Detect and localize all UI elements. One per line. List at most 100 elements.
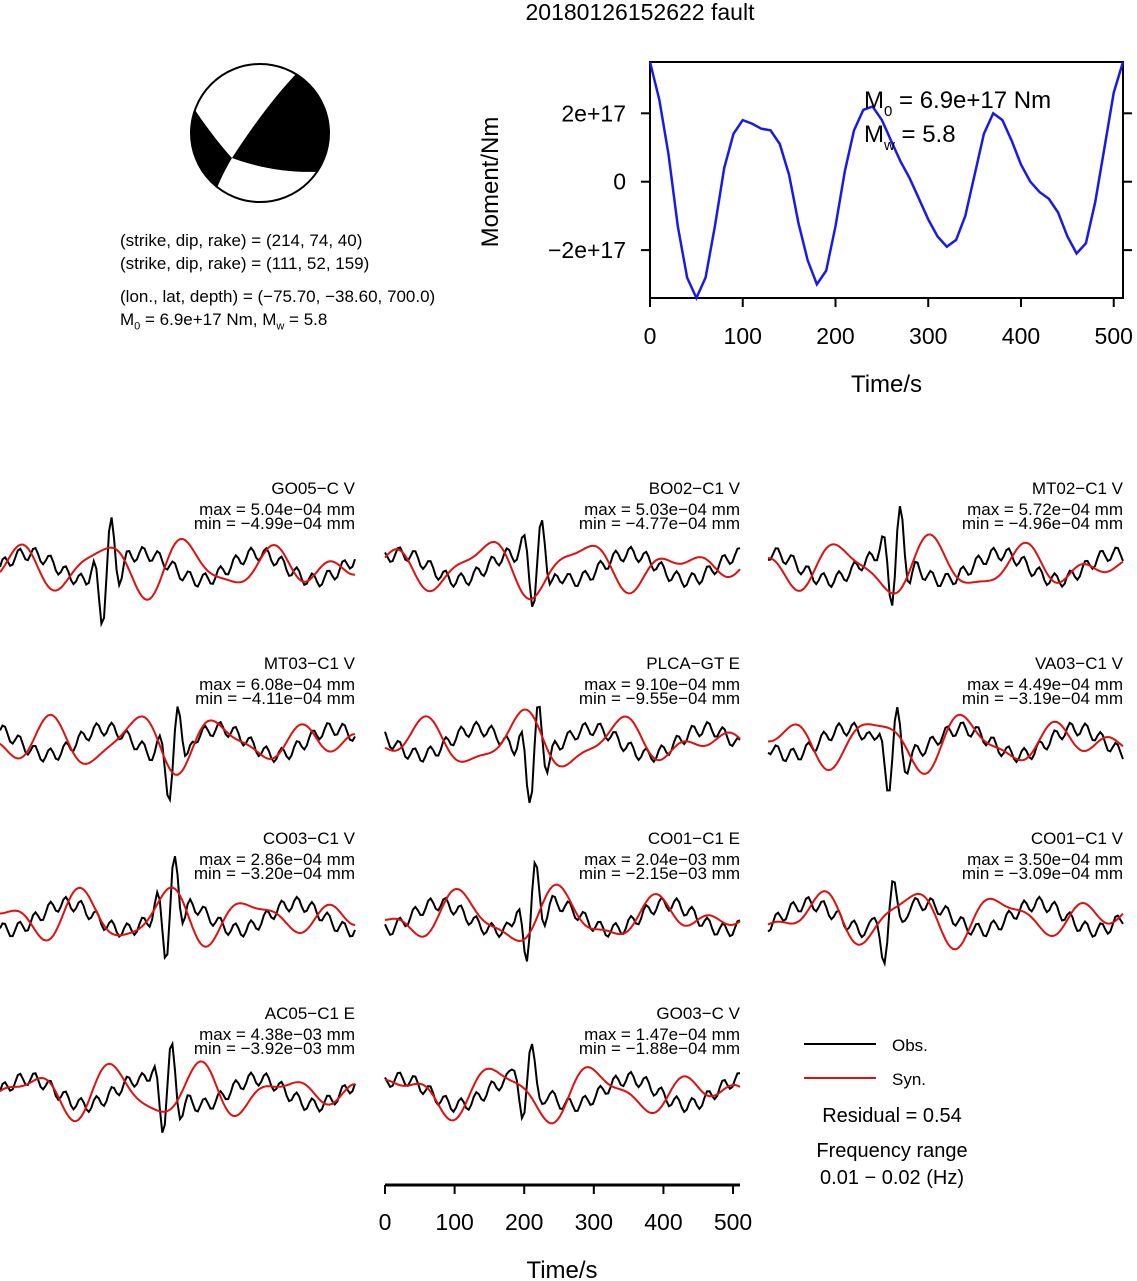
synthetic-trace (0, 537, 356, 601)
station-name: BO02−C1 V (649, 479, 741, 498)
observed-trace (384, 520, 741, 608)
synthetic-trace (0, 1060, 356, 1123)
stf-m0-annotation-subscript: 0 (884, 103, 892, 120)
stf-mw-annotation: Mw = 5.8 (864, 121, 956, 154)
station-max: max = 5.04e−04 mm (199, 500, 355, 519)
x-tick-label: 300 (909, 323, 947, 349)
synthetic-trace (384, 1066, 741, 1125)
station-max: max = 5.03e−04 mm (584, 500, 740, 519)
station-min: min = −4.96e−04 mm (962, 514, 1123, 533)
synthetic-trace (384, 540, 741, 601)
moment-rate-line (648, 61, 1125, 302)
station-name: CO01−C1 E (648, 829, 740, 848)
station-name: AC05−C1 E (265, 1004, 355, 1023)
station-max: max = 5.72e−04 mm (967, 500, 1123, 519)
time-tick-label: 400 (644, 1209, 682, 1235)
station-min: min = −4.77e−04 mm (579, 514, 740, 533)
station-name: CO03−C1 V (263, 829, 356, 848)
frequency-range-title: Frequency range (816, 1140, 967, 1162)
time-tick-label: 500 (714, 1209, 752, 1235)
station-name: GO05−C V (271, 479, 355, 498)
x-tick-label: 0 (644, 323, 657, 349)
time-tick-label: 100 (435, 1209, 473, 1235)
synthetic-trace (0, 713, 356, 776)
x-tick-label: 400 (1002, 323, 1040, 349)
stf-mw-annotation-subscript: w (883, 137, 895, 154)
stf-m0-annotation: M0 = 6.9e+17 Nm (864, 87, 1051, 120)
observed-trace (384, 705, 741, 804)
station-name: PLCA−GT E (646, 654, 740, 673)
synthetic-trace (767, 713, 1124, 775)
station-max: max = 4.38e−03 mm (199, 1025, 355, 1044)
station-max: max = 2.86e−04 mm (199, 850, 355, 869)
station-max: max = 4.49e−04 mm (967, 675, 1123, 694)
y-tick-label: 0 (613, 169, 626, 195)
station-min: min = −3.92e−03 mm (194, 1039, 355, 1058)
observed-trace (767, 707, 1124, 792)
station-min: min = −9.55e−04 mm (579, 689, 740, 708)
x-tick-label: 100 (724, 323, 762, 349)
observed-trace (767, 506, 1124, 606)
y-tick-label: −2e+17 (548, 237, 626, 263)
time-axis-label: Time/s (526, 1257, 597, 1281)
residual-text: Residual = 0.54 (822, 1105, 962, 1127)
stf-m0-annotation-symbol: M (864, 87, 884, 114)
x-tick-label: 200 (816, 323, 854, 349)
legend-label: Syn. (892, 1070, 926, 1089)
waveform-time-axis: 0 100 200 300 400 500 Time/s (379, 1183, 752, 1281)
station-min: min = −4.99e−04 mm (194, 514, 355, 533)
station-max: max = 2.04e−03 mm (584, 850, 740, 869)
moment-rate-plot: 0 100 200 300 400 500 2e+17 0 −2e+17 Time/s Moment… (477, 61, 1133, 398)
station-min: min = −3.19e−04 mm (962, 689, 1123, 708)
station-min: min = −4.11e−04 mm (195, 689, 355, 708)
stf-m0-annotation-value: = 6.9e+17 Nm (892, 87, 1051, 114)
legend-label: Obs. (892, 1036, 928, 1055)
station-max: max = 9.10e−04 mm (584, 675, 740, 694)
y-tick-label: 2e+17 (561, 100, 626, 126)
station-name: VA03−C1 V (1035, 654, 1124, 673)
time-tick-label: 0 (379, 1209, 392, 1235)
station-name: GO03−C V (656, 1004, 740, 1023)
observed-trace (767, 879, 1124, 968)
synthetic-trace (0, 886, 356, 948)
stf-mw-annotation-symbol: M (864, 121, 884, 148)
synthetic-trace (767, 533, 1124, 595)
station-min: min = −1.88e−04 mm (579, 1039, 740, 1058)
y-axis-label: Moment/Nm (477, 117, 504, 248)
hypocenter-location: (lon., lat, depth) = (−75.70, −38.60, 70… (120, 287, 436, 306)
nodal-plane-1: (strike, dip, rake) = (214, 74, 40) (120, 231, 363, 250)
moment-magnitude-line: M0 = 6.9e+17 Nm, Mw = 5.8 (120, 310, 328, 333)
observed-trace (0, 706, 356, 804)
synthetic-trace (384, 883, 741, 943)
station-name: CO01−C1 V (1031, 829, 1124, 848)
station-min: min = −3.09e−04 mm (962, 864, 1123, 883)
station-max: max = 6.08e−04 mm (199, 675, 355, 694)
station-min: min = −3.20e−04 mm (194, 864, 355, 883)
figure-title: 20180126152622 fault (526, 0, 756, 25)
synthetic-trace (384, 708, 741, 768)
nodal-plane-2: (strike, dip, rake) = (111, 52, 159) (120, 254, 370, 273)
time-tick-label: 200 (505, 1209, 543, 1235)
frequency-range-value: 0.01 − 0.02 (Hz) (820, 1167, 964, 1189)
observed-trace (0, 517, 356, 628)
station-name: MT02−C1 V (1032, 479, 1124, 498)
x-axis-label: Time/s (851, 371, 922, 398)
time-tick-label: 300 (575, 1209, 613, 1235)
waveform-legend: Obs. Syn. Residual = 0.54 Frequency range 0.… (804, 1036, 968, 1189)
station-max: max = 1.47e−04 mm (584, 1025, 740, 1044)
synthetic-trace (767, 890, 1124, 951)
x-tick-label: 500 (1095, 323, 1133, 349)
stf-mw-annotation-value: = 5.8 (895, 121, 956, 148)
plot-frame (649, 61, 1124, 299)
